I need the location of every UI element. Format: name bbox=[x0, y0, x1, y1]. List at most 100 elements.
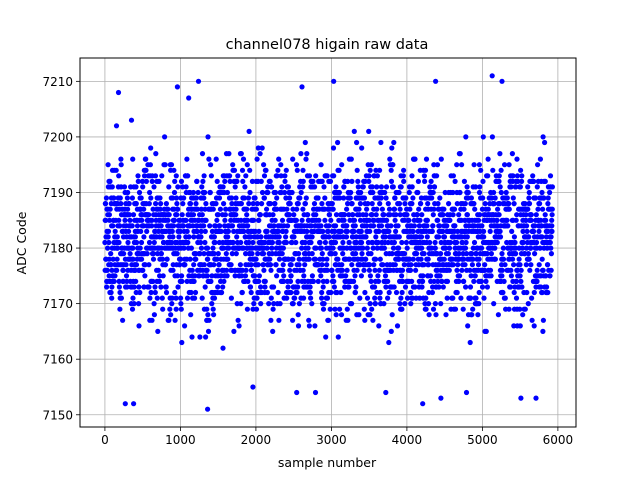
data-point bbox=[309, 234, 315, 240]
data-point bbox=[249, 178, 255, 184]
data-point bbox=[425, 301, 432, 307]
data-point bbox=[424, 217, 430, 223]
data-point bbox=[480, 178, 486, 184]
data-point bbox=[300, 267, 306, 273]
data-point bbox=[125, 239, 131, 246]
data-point bbox=[341, 184, 347, 190]
data-point bbox=[167, 306, 173, 312]
y-tick-label: 7150 bbox=[42, 408, 73, 422]
data-point bbox=[502, 162, 508, 168]
data-point bbox=[300, 178, 306, 184]
data-point bbox=[136, 284, 142, 290]
data-point bbox=[130, 245, 136, 251]
y-tick-label: 7170 bbox=[42, 297, 73, 311]
data-point bbox=[309, 251, 315, 257]
data-point bbox=[516, 256, 522, 262]
data-point bbox=[136, 189, 143, 196]
data-point bbox=[251, 217, 257, 223]
data-point bbox=[372, 295, 378, 301]
data-point bbox=[426, 312, 432, 318]
data-point bbox=[482, 262, 488, 268]
data-point bbox=[220, 184, 226, 190]
data-point bbox=[357, 201, 363, 207]
data-point bbox=[162, 134, 168, 140]
data-point bbox=[239, 289, 245, 296]
data-point bbox=[166, 212, 172, 218]
data-point bbox=[451, 206, 458, 212]
data-point bbox=[201, 223, 207, 229]
data-point bbox=[290, 256, 296, 262]
data-point bbox=[414, 251, 420, 257]
data-point bbox=[529, 317, 535, 323]
data-point bbox=[328, 217, 334, 223]
data-point bbox=[378, 184, 384, 190]
data-point bbox=[174, 273, 181, 279]
data-point bbox=[291, 234, 297, 240]
data-point bbox=[300, 206, 306, 212]
data-point bbox=[338, 312, 345, 318]
data-point bbox=[280, 267, 286, 273]
data-point bbox=[141, 206, 147, 212]
data-point bbox=[375, 273, 381, 279]
data-point bbox=[382, 189, 388, 196]
data-point bbox=[201, 251, 207, 257]
data-point bbox=[307, 289, 313, 296]
data-point bbox=[437, 195, 443, 201]
data-point bbox=[206, 317, 212, 323]
data-point bbox=[475, 312, 481, 318]
data-point bbox=[155, 328, 161, 334]
data-point bbox=[456, 251, 462, 257]
data-point bbox=[122, 217, 128, 223]
data-point bbox=[102, 239, 108, 246]
data-point bbox=[376, 267, 382, 273]
data-point bbox=[210, 306, 216, 312]
data-point bbox=[401, 262, 407, 268]
data-point bbox=[352, 289, 358, 296]
data-point bbox=[525, 206, 531, 212]
data-point bbox=[284, 295, 290, 301]
data-point bbox=[168, 312, 174, 318]
data-point bbox=[459, 267, 465, 273]
data-point bbox=[495, 312, 501, 318]
data-point bbox=[299, 245, 305, 251]
data-point bbox=[288, 273, 294, 279]
data-point bbox=[183, 184, 189, 190]
data-point bbox=[122, 401, 128, 407]
data-point bbox=[164, 256, 170, 262]
data-point bbox=[549, 217, 555, 223]
data-point bbox=[351, 278, 357, 284]
data-point bbox=[146, 262, 152, 268]
data-point bbox=[264, 289, 270, 296]
data-point bbox=[133, 184, 139, 190]
data-point bbox=[461, 206, 467, 212]
data-point bbox=[417, 217, 423, 223]
data-point bbox=[258, 301, 264, 307]
data-point bbox=[358, 228, 364, 234]
data-point bbox=[535, 206, 541, 212]
data-point bbox=[324, 278, 330, 284]
data-point bbox=[289, 239, 295, 246]
data-point bbox=[327, 306, 333, 312]
data-point bbox=[417, 295, 423, 301]
data-point bbox=[134, 223, 141, 229]
data-point bbox=[290, 301, 296, 307]
data-point bbox=[258, 178, 264, 184]
data-point bbox=[411, 223, 417, 229]
data-point bbox=[485, 173, 491, 179]
data-point bbox=[159, 295, 165, 301]
data-point bbox=[174, 251, 180, 257]
data-point bbox=[312, 389, 319, 396]
data-point bbox=[294, 206, 300, 212]
data-point bbox=[285, 223, 291, 229]
data-point bbox=[344, 206, 350, 212]
data-point bbox=[549, 228, 555, 234]
data-point bbox=[299, 84, 305, 90]
data-point bbox=[307, 284, 313, 290]
data-point bbox=[444, 223, 450, 229]
data-point bbox=[203, 217, 209, 223]
data-point bbox=[250, 201, 256, 207]
data-point bbox=[318, 162, 324, 168]
data-point bbox=[548, 267, 554, 273]
data-point bbox=[399, 289, 405, 296]
data-point bbox=[441, 206, 447, 212]
